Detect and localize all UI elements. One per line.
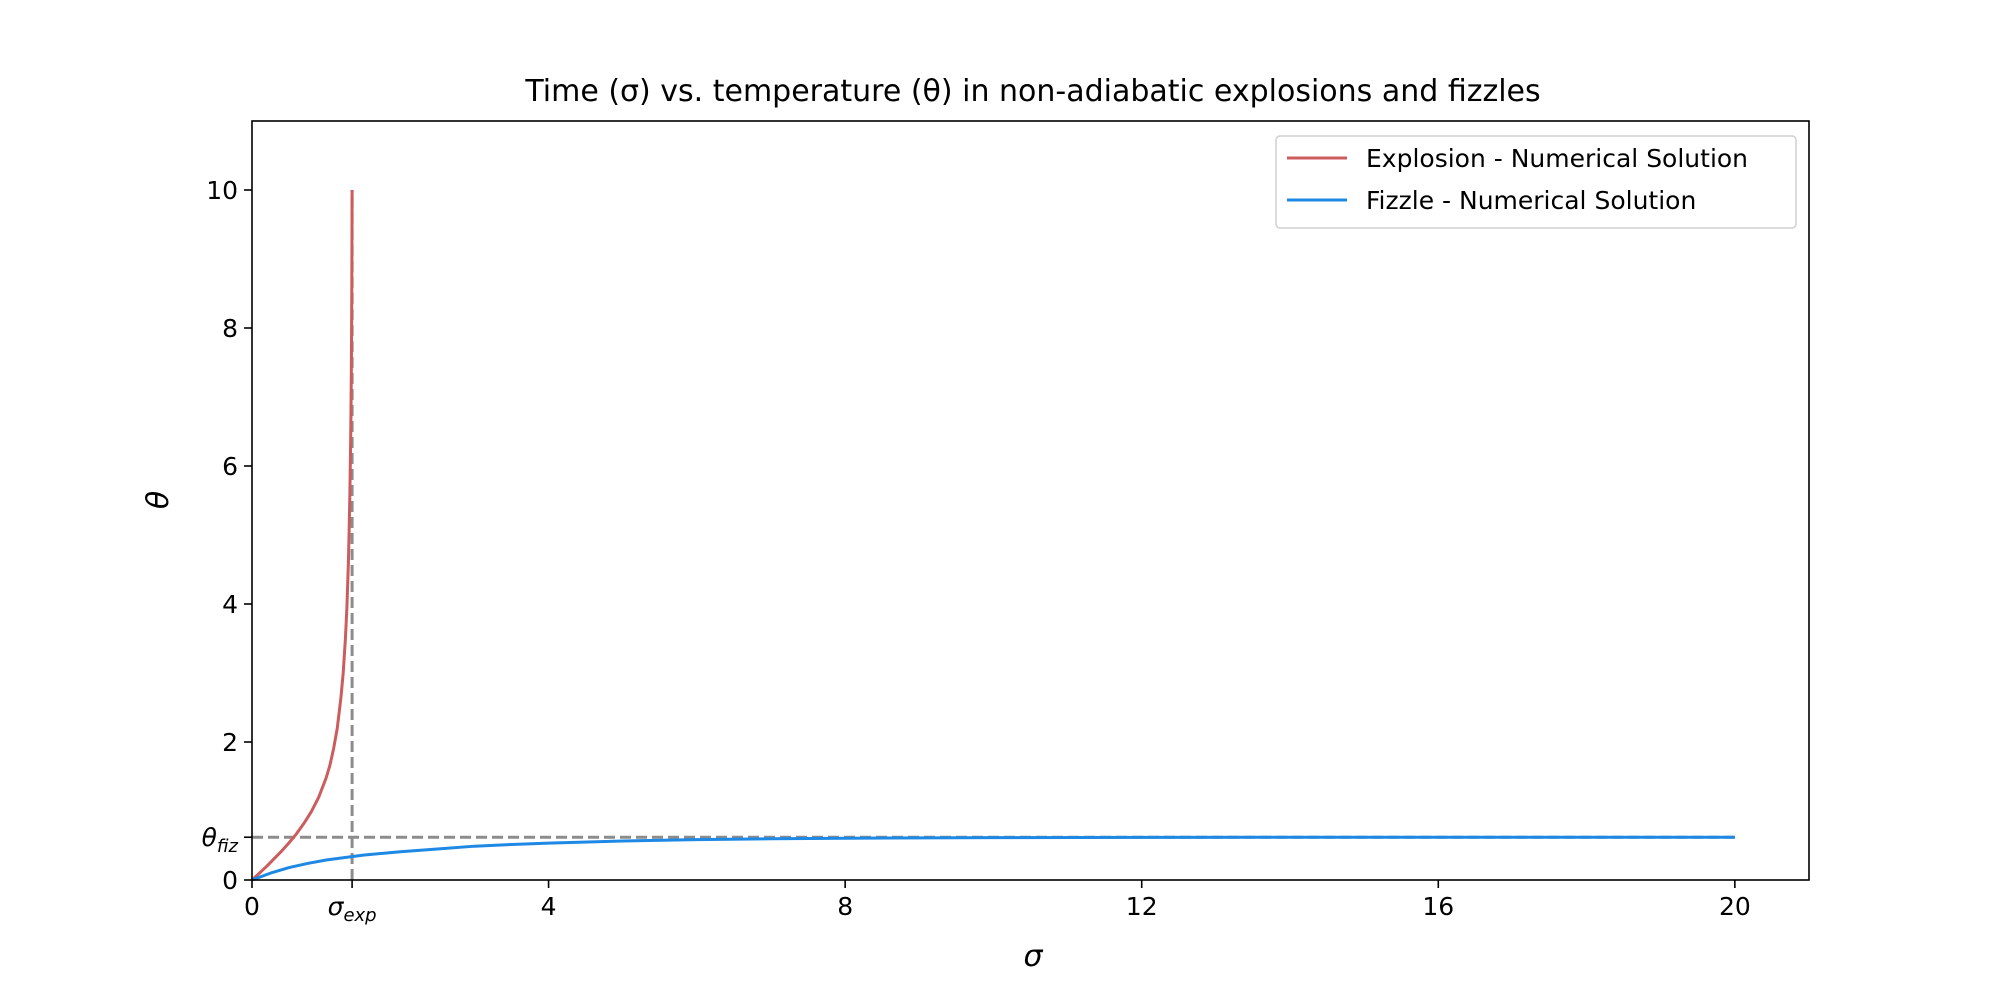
y-tick-label: 0 (222, 866, 238, 895)
x-tick-label: 12 (1126, 892, 1158, 921)
y-tick-label: 8 (222, 314, 238, 343)
legend-box (1275, 135, 1797, 229)
y-tick-label: 2 (222, 728, 238, 757)
y-axis-label: θ (141, 491, 176, 509)
plot-area: 0 σexp 4 8 12 16 20 0 θfiz 2 4 6 8 10 Explosion - Nume… (202, 120, 1810, 926)
y-tick-label: 6 (222, 452, 238, 481)
x-tick-label: 4 (541, 892, 557, 921)
chart-title: Time (σ) vs. temperature (θ) in non-adia… (524, 74, 1540, 109)
y-tick-label: 10 (206, 176, 238, 205)
series-line-fizzle (251, 835, 1735, 882)
x-tick-label: 16 (1422, 892, 1454, 921)
y-tick-label: 4 (222, 590, 238, 619)
x-tick-label: 20 (1719, 892, 1751, 921)
legend-label-fizzle: Fizzle - Numerical Solution (1366, 186, 1696, 215)
x-tick-label: 0 (244, 892, 260, 921)
axes-frame (251, 120, 1810, 881)
x-tick-label: σexp (328, 892, 377, 926)
legend-label-explosion: Explosion - Numerical Solution (1366, 144, 1748, 173)
x-axis-label: σ (1023, 939, 1043, 974)
legend: Explosion - Numerical Solution Fizzle - N… (1275, 135, 1797, 229)
x-tick-label: 8 (837, 892, 853, 921)
y-tick-label: θfiz (202, 823, 239, 857)
series-line-explosion (250, 189, 354, 882)
